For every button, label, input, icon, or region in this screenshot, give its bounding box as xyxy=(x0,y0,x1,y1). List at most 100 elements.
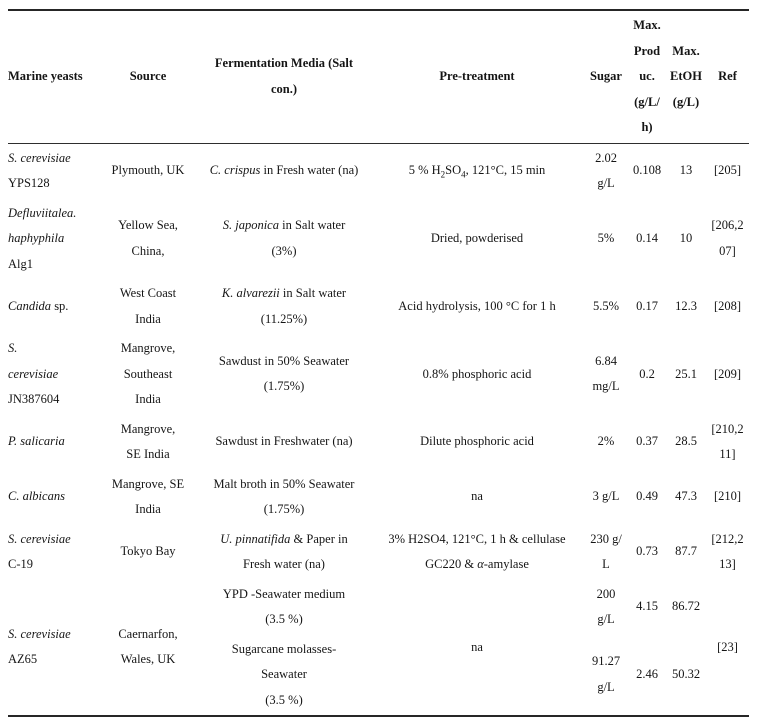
column-header-sugar: Sugar xyxy=(584,10,628,144)
cell-line: 0.2 xyxy=(629,362,665,388)
text-run: in Fresh water (na) xyxy=(260,163,359,178)
text-run: g/L xyxy=(597,612,615,626)
text-run: 200 xyxy=(596,586,616,601)
text-run: YPD -Seawater medium xyxy=(222,586,346,601)
cell-media: YPD -Seawater medium (3.5 %) xyxy=(198,580,370,635)
cell-pre: 3% H2SO4, 121°C, 1 h & cellulase GC220 & … xyxy=(370,525,584,580)
column-header-source: Source xyxy=(98,10,198,144)
cell-line: Seawater xyxy=(199,662,369,688)
italic-text: cerevisiae xyxy=(8,366,59,381)
text-run: g/L xyxy=(597,679,615,694)
header-line: h) xyxy=(629,115,665,141)
text-run: Sugarcane molasses- xyxy=(231,641,337,656)
text-run: 13] xyxy=(719,557,736,571)
cell-line: 0.108 xyxy=(629,158,665,184)
italic-text: S. cerevisiae xyxy=(8,626,71,641)
cell-sugar: 5.5% xyxy=(584,279,628,334)
header-line: (g/L) xyxy=(667,90,705,116)
cell-line: 200 xyxy=(585,582,627,608)
cell-line: 2.02 xyxy=(585,146,627,172)
text-run: 0.8% phosphoric acid xyxy=(422,366,532,381)
text-run: SE India xyxy=(126,447,170,461)
text-run: (g/L) xyxy=(672,94,700,109)
text-run: Dilute phosphoric acid xyxy=(420,434,534,449)
cell-line: 86.72 xyxy=(667,594,705,620)
cell-line: P. salicaria xyxy=(8,429,97,455)
header-row: Marine yeasts Source Fermentation Media (S… xyxy=(8,10,749,144)
text-run: 12.3 xyxy=(675,298,697,313)
cell-sugar: 91.27 g/L xyxy=(584,635,628,717)
text-run: h) xyxy=(641,120,653,134)
text-run: 25.1 xyxy=(675,366,697,381)
table-header: Marine yeasts Source Fermentation Media (S… xyxy=(8,10,749,144)
italic-text: haphyphila xyxy=(8,231,65,245)
cell-ref: [212,2 13] xyxy=(706,525,749,580)
header-line: Prod xyxy=(629,39,665,65)
cell-produc: 2.46 xyxy=(628,635,666,717)
cell-sugar: 5% xyxy=(584,199,628,280)
text-run: Prod xyxy=(633,43,661,58)
cell-line: C. crispus in Fresh water (na) xyxy=(199,158,369,184)
text-run: Fresh water (na) xyxy=(243,557,325,571)
column-header-yeast: Marine yeasts xyxy=(8,10,98,144)
cell-ref: [210] xyxy=(706,470,749,525)
cell-line: Defluviitalea. xyxy=(8,201,97,227)
table-row: Sugarcane molasses- Seawater (3.5 %) 91.27 g… xyxy=(8,635,749,717)
cell-line: India xyxy=(99,307,197,333)
header-line: Fermentation Media (Salt xyxy=(199,51,369,77)
cell-line: 230 g/ xyxy=(585,527,627,553)
column-header-media: Fermentation Media (Salt con.) xyxy=(198,10,370,144)
cell-line: 47.3 xyxy=(667,484,705,510)
cell-line: 0.8% phosphoric acid xyxy=(371,362,583,388)
cell-produc: 4.15 xyxy=(628,580,666,635)
text-run: [23] xyxy=(717,639,738,654)
cell-line: cerevisiae xyxy=(8,362,97,388)
column-header-etoh: Max. EtOH (g/L) xyxy=(666,10,706,144)
text-run: Wales, UK xyxy=(120,652,176,667)
cell-line: S. japonica in Salt water xyxy=(199,213,369,239)
text-run: China, xyxy=(131,243,165,258)
cell-line: C. albicans xyxy=(8,484,97,510)
cell-yeast: S. cerevisiae C-19 xyxy=(8,525,98,580)
cell-line: na xyxy=(371,635,583,661)
cell-yeast: C. albicans xyxy=(8,470,98,525)
cell-line: g/L xyxy=(585,675,627,701)
cell-source: Plymouth, UK xyxy=(98,143,198,199)
cell-line: 0.73 xyxy=(629,539,665,565)
text-run: 0.49 xyxy=(636,489,658,504)
text-run: 4.15 xyxy=(636,599,658,614)
text-run: AZ65 xyxy=(8,652,38,667)
text-run: 50.32 xyxy=(671,667,701,681)
cell-line: [210,2 xyxy=(707,417,748,443)
text-run: 0.2 xyxy=(639,366,655,381)
header-line: (g/L/ xyxy=(629,90,665,116)
cell-line: (3.5 %) xyxy=(199,607,369,633)
marine-yeast-table: Marine yeasts Source Fermentation Media (S… xyxy=(8,9,749,717)
cell-line: S. xyxy=(8,336,97,362)
text-run: Yellow Sea, xyxy=(118,218,178,233)
cell-source: Mangrove, Southeast India xyxy=(98,334,198,415)
cell-source: West Coast India xyxy=(98,279,198,334)
text-run: mg/L xyxy=(592,379,620,394)
italic-text: S. cerevisiae xyxy=(8,150,71,165)
italic-text: K. alvarezii xyxy=(221,286,280,300)
cell-line: 0.14 xyxy=(629,226,665,252)
cell-produc: 0.14 xyxy=(628,199,666,280)
text-run: -amylase xyxy=(483,557,529,571)
text-run: (1.75%) xyxy=(263,379,305,394)
text-run: Tokyo Bay xyxy=(120,544,176,559)
text-run: Sawdust in Freshwater (na) xyxy=(215,434,353,449)
table-row: S. cerevisiae YPS128 Plymouth, UK C. crispu… xyxy=(8,143,749,199)
cell-line: g/L xyxy=(585,607,627,633)
text-run: 86.72 xyxy=(671,599,701,614)
header-line: EtOH xyxy=(667,64,705,90)
cell-source: Caernarfon, Wales, UK xyxy=(98,580,198,717)
cell-line: S. cerevisiae xyxy=(8,622,97,648)
header-line: Max. xyxy=(629,13,665,39)
text-run: (3.5 %) xyxy=(265,692,303,707)
table-row: S. cerevisiae JN387604 Mangrove, Southeast In… xyxy=(8,334,749,415)
text-run: EtOH xyxy=(670,69,702,83)
text-run: 0.14 xyxy=(636,231,658,245)
cell-source: Mangrove, SE India xyxy=(98,470,198,525)
text-run: 6.84 xyxy=(595,353,617,368)
